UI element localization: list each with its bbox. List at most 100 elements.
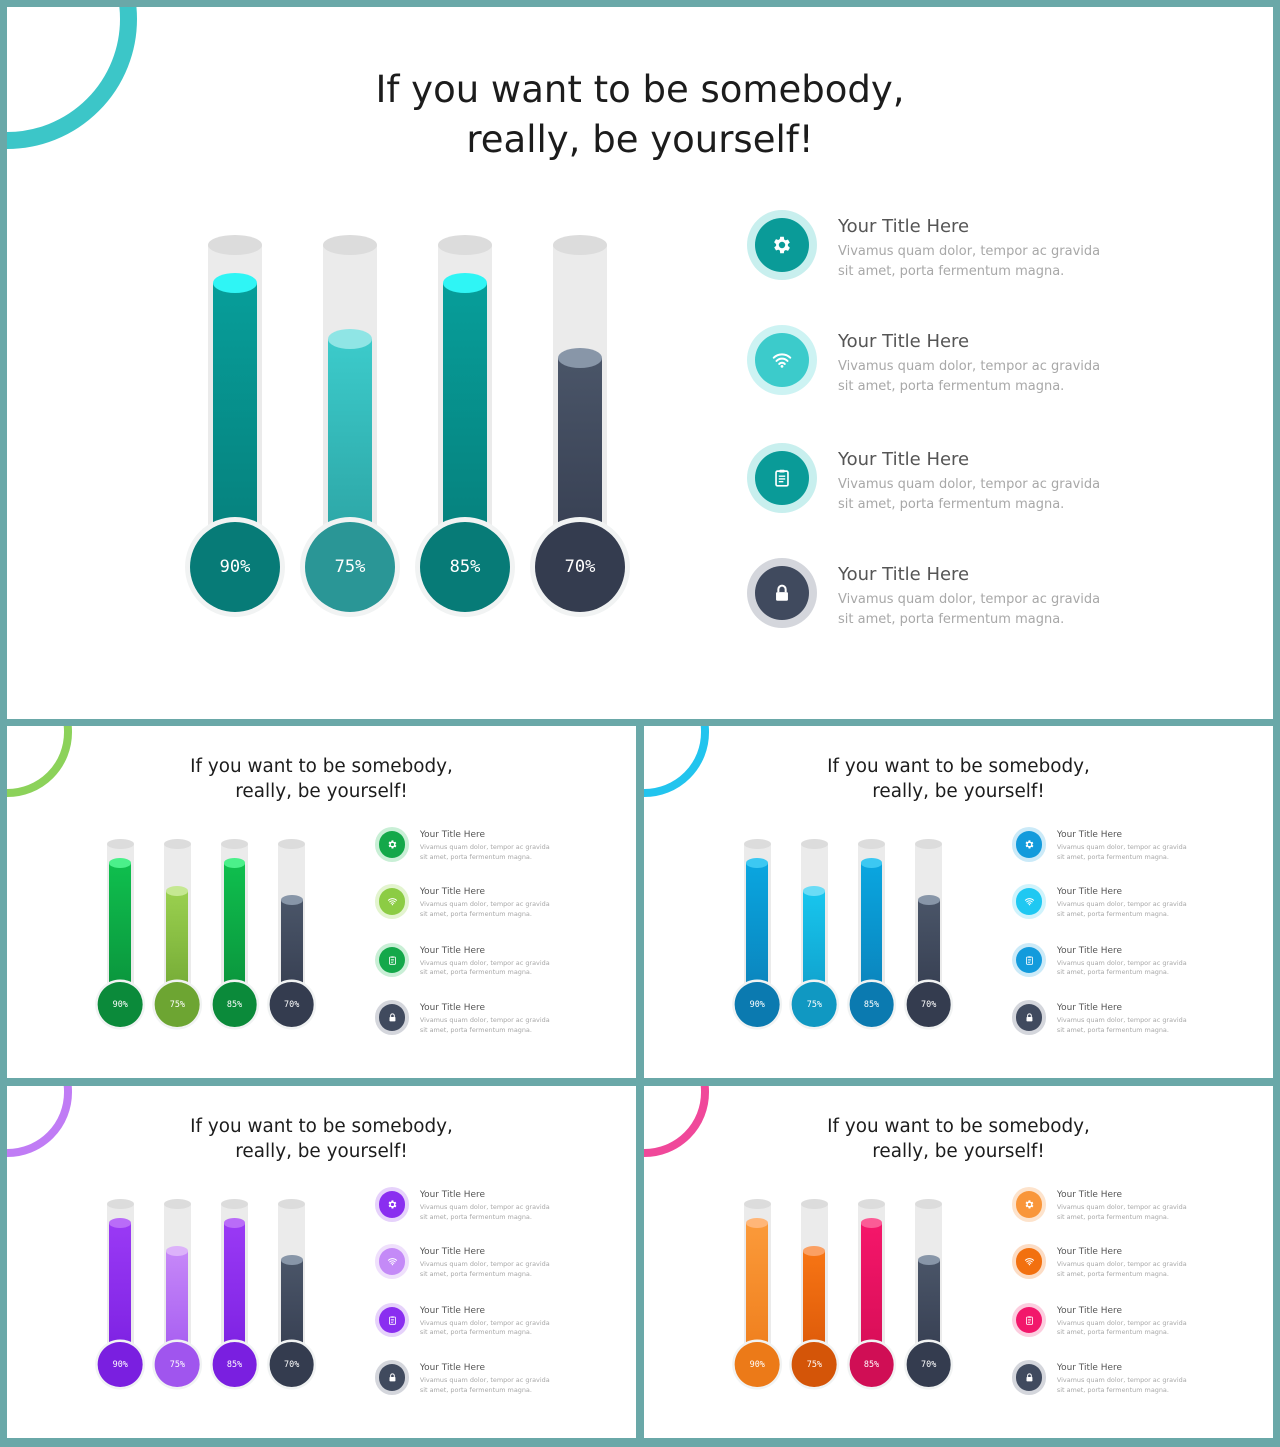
- percent-label: 70%: [921, 999, 937, 1010]
- thermometer-fill: [109, 858, 132, 1007]
- thermometer: 75%: [155, 839, 200, 1027]
- legend-title: Your Title Here: [419, 1189, 485, 1200]
- thermometer: 75%: [155, 1199, 200, 1387]
- legend-description: Vivamus quam dolor, tempor ac gravida si…: [1056, 1015, 1187, 1034]
- slide-teal: If you want to be somebody, really, be yo…: [7, 7, 1273, 719]
- thermometer-tube-cap: [553, 235, 607, 255]
- thermometer-bulb: 90%: [97, 1341, 143, 1387]
- percent-label: 90%: [112, 999, 128, 1010]
- thermometer: 70%: [269, 1199, 315, 1387]
- thermometer-tube-cap: [858, 839, 885, 850]
- wifi-icon: [755, 333, 809, 387]
- thermometer: 90%: [734, 1199, 780, 1387]
- percent-label: 85%: [449, 557, 481, 577]
- thermometer-tube-cap: [221, 839, 248, 850]
- thermometer-bulb: 75%: [155, 981, 200, 1027]
- percent-label: 70%: [284, 999, 300, 1010]
- percent-label: 90%: [749, 1359, 765, 1370]
- slide-title-line: If you want to be somebody,: [827, 755, 1090, 777]
- thermometer: 90%: [97, 839, 143, 1027]
- legend-icon-halo: [747, 443, 817, 513]
- legend-item: Your Title Here Vivamus quam dolor, tempo…: [1011, 883, 1201, 920]
- thermometer-bulb: 85%: [849, 1341, 894, 1387]
- slide-title-line: If you want to be somebody,: [190, 755, 453, 777]
- percent-label: 70%: [284, 1359, 300, 1370]
- clipboard-icon: [378, 946, 406, 974]
- thermometer: 70%: [269, 839, 315, 1027]
- legend-icon-halo: [1011, 826, 1047, 862]
- gear-icon: [755, 218, 809, 272]
- percent-label: 75%: [806, 999, 823, 1010]
- legend-item: Your Title Here Vivamus quam dolor, tempo…: [1011, 1359, 1201, 1396]
- legend-description: Vivamus quam dolor, tempor ac gravida si…: [838, 244, 1101, 279]
- legend-title: Your Title Here: [419, 1002, 485, 1013]
- thermometer-fill: [803, 886, 826, 1007]
- thermometer-tube-cap: [915, 1199, 943, 1210]
- legend-icon-halo: [1011, 942, 1047, 978]
- thermometer-bulb: 75%: [792, 981, 837, 1027]
- legend-description: Vivamus quam dolor, tempor ac gravida si…: [419, 899, 550, 918]
- legend-description: Vivamus quam dolor, tempor ac gravida si…: [419, 1202, 550, 1221]
- slide-title: If you want to be somebody, really, be yo…: [7, 755, 636, 805]
- legend-title: Your Title Here: [838, 564, 970, 585]
- legend-title: Your Title Here: [1056, 1362, 1122, 1373]
- thermometer: 70%: [535, 235, 625, 612]
- thermometer-tube-cap: [801, 839, 828, 850]
- thermometer-fill-cap: [558, 348, 602, 369]
- legend-description: Vivamus quam dolor, tempor ac gravida si…: [1056, 1202, 1187, 1221]
- thermometer-fill-cap: [860, 858, 883, 868]
- thermometer-fill-cap: [746, 1218, 769, 1228]
- thermometer: 90%: [97, 1199, 143, 1387]
- thermometer-tube-cap: [164, 839, 191, 850]
- thermometer-fill: [109, 1218, 132, 1367]
- legend-item: Your Title Here Vivamus quam dolor, tempo…: [374, 1243, 564, 1280]
- legend-title: Your Title Here: [1056, 829, 1122, 840]
- slide-title-line: really, be yourself!: [466, 118, 814, 161]
- lock-icon: [378, 1363, 406, 1391]
- legend-item: Your Title Here Vivamus quam dolor, tempo…: [1011, 1186, 1201, 1223]
- legend-title: Your Title Here: [1056, 1189, 1122, 1200]
- lock-icon: [755, 566, 809, 620]
- thermometer-bulb: 70%: [906, 1341, 952, 1387]
- legend-icon-halo: [374, 883, 410, 919]
- legend-icon-halo: [1011, 1243, 1047, 1279]
- thermometer: 85%: [212, 839, 257, 1027]
- thermometer-fill: [860, 1218, 883, 1367]
- thermometer-fill: [746, 858, 769, 1007]
- thermometer-fill-cap: [166, 886, 189, 897]
- legend-icon-halo: [1011, 1186, 1047, 1222]
- thermometer-fill: [280, 895, 303, 1007]
- thermometer-bulb: 90%: [734, 1341, 780, 1387]
- legend-item: Your Title Here Vivamus quam dolor, tempo…: [374, 942, 564, 979]
- thermometer-bulb: 85%: [849, 981, 894, 1027]
- thermometer-bulb: 70%: [269, 981, 315, 1027]
- legend-icon-halo: [1011, 1302, 1047, 1338]
- thermometer-fill: [280, 1255, 303, 1367]
- legend-icon-halo: [374, 1359, 410, 1395]
- legend-description: Vivamus quam dolor, tempor ac gravida si…: [1056, 1318, 1187, 1337]
- thermometer-bulb: 70%: [535, 522, 625, 612]
- thermometer-tube-cap: [743, 839, 771, 850]
- legend-item: Your Title Here Vivamus quam dolor, tempo…: [747, 210, 1127, 282]
- percent-label: 85%: [226, 1359, 243, 1370]
- legend-icon-halo: [747, 558, 817, 628]
- legend-description: Vivamus quam dolor, tempor ac gravida si…: [419, 958, 550, 977]
- legend-item: Your Title Here Vivamus quam dolor, tempo…: [1011, 1243, 1201, 1280]
- percent-label: 90%: [219, 557, 251, 577]
- thermometer-bulb: 75%: [305, 522, 395, 612]
- slide-title: If you want to be somebody, really, be yo…: [644, 1115, 1273, 1165]
- legend-title: Your Title Here: [838, 449, 970, 470]
- legend-icon-halo: [1011, 999, 1047, 1035]
- thermometer-fill-cap: [328, 329, 372, 350]
- percent-label: 85%: [226, 999, 243, 1010]
- slide-title-line: really, be yourself!: [872, 1140, 1045, 1162]
- thermometer-tube-cap: [208, 235, 262, 255]
- thermometer: 70%: [906, 1199, 952, 1387]
- clipboard-icon: [1015, 1306, 1043, 1334]
- lock-icon: [1015, 1003, 1043, 1031]
- thermometer-bulb: 90%: [190, 522, 280, 612]
- thermometer: 90%: [190, 235, 280, 612]
- wifi-icon: [1015, 1247, 1043, 1275]
- clipboard-icon: [755, 451, 809, 505]
- legend-description: Vivamus quam dolor, tempor ac gravida si…: [838, 359, 1101, 394]
